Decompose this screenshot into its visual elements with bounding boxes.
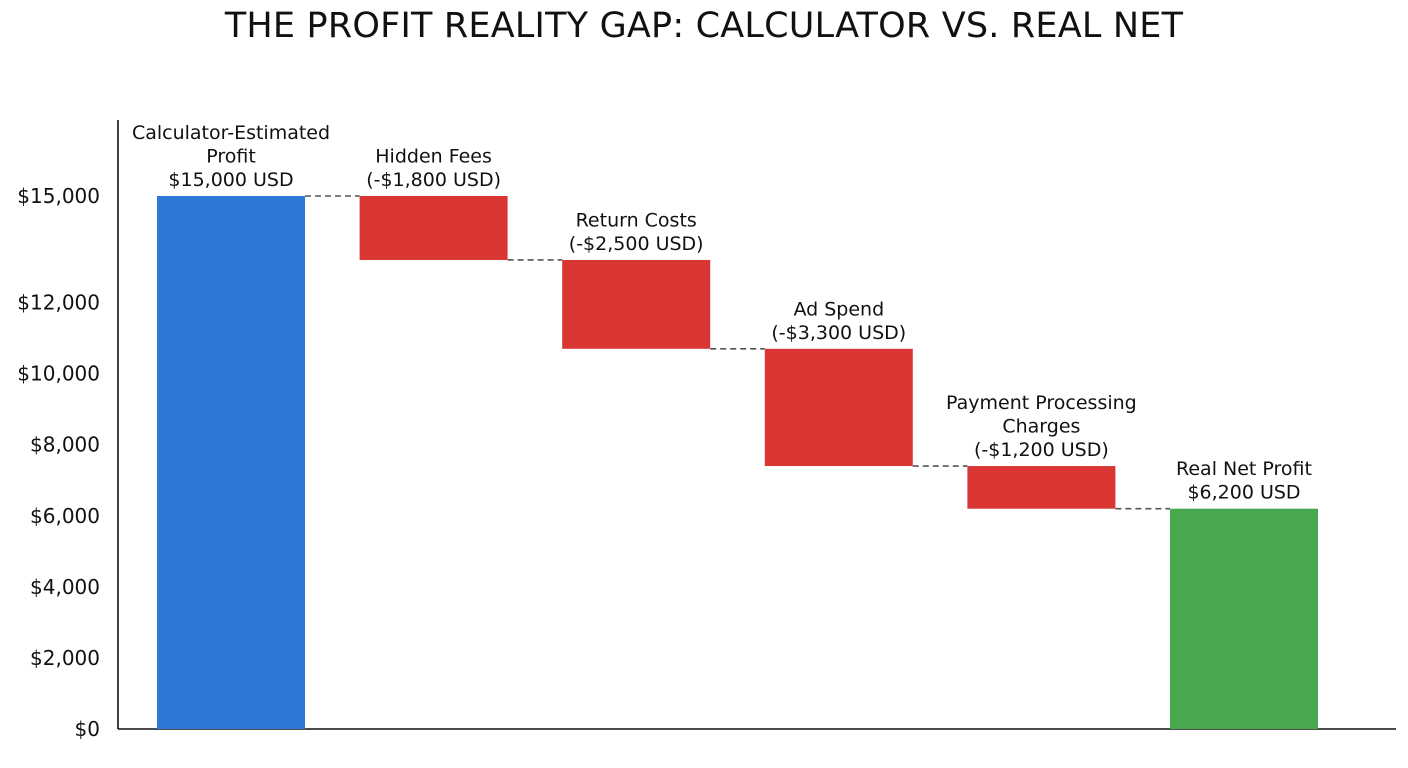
- bar-label-line: Hidden Fees: [375, 146, 492, 168]
- bar-label-line: Ad Spend: [793, 298, 884, 320]
- bar-label-line: Payment Processing: [946, 392, 1137, 414]
- y-tick-label: $4,000: [30, 575, 100, 599]
- y-tick-label: $0: [75, 717, 100, 741]
- bar-label-line: (-$2,500 USD): [569, 233, 704, 255]
- bar-label-line: Return Costs: [576, 209, 697, 231]
- y-tick-label: $8,000: [30, 433, 100, 457]
- bar-label-line: (-$1,800 USD): [366, 169, 501, 191]
- decrease-bar: [764, 348, 913, 467]
- decrease-bar: [359, 196, 508, 260]
- bar-label-line: Real Net Profit: [1176, 458, 1312, 480]
- bar-label-line: (-$1,200 USD): [974, 439, 1109, 461]
- bar-label-line: Charges: [1002, 416, 1080, 438]
- y-tick-label: $10,000: [17, 362, 100, 386]
- bar-label-line: (-$3,300 USD): [771, 322, 906, 344]
- bar-label-line: $15,000 USD: [168, 169, 293, 191]
- connector-lines: [305, 195, 1170, 510]
- decrease-bar: [562, 259, 711, 349]
- bars: [157, 196, 1318, 729]
- bar-label-line: Calculator-Estimated: [132, 122, 330, 144]
- bar-label-line: $6,200 USD: [1187, 482, 1300, 504]
- chart-title: THE PROFIT REALITY GAP: CALCULATOR VS. R…: [224, 6, 1184, 46]
- y-tick-label: $2,000: [30, 646, 100, 670]
- axes: $0 $2,000 $4,000 $6,000 $8,000 $10,000 $12,000…: [17, 120, 1396, 741]
- decrease-bar: [967, 466, 1116, 509]
- y-tick-label: $12,000: [17, 291, 100, 315]
- end-total-bar: [1170, 508, 1318, 729]
- y-tick-label: $15,000: [17, 184, 100, 208]
- start-total-bar: [157, 196, 305, 729]
- bar-label-line: Profit: [206, 146, 256, 168]
- y-tick-label: $6,000: [30, 504, 100, 528]
